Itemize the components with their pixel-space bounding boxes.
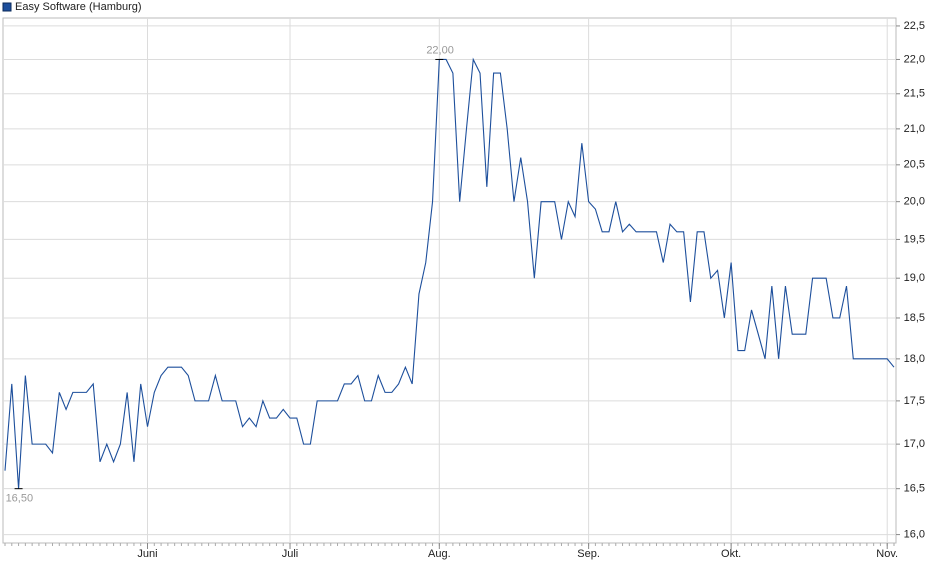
y-tick-label: 20,0 — [904, 196, 925, 208]
x-tick-label: Nov. — [876, 548, 898, 560]
legend-swatch — [2, 2, 12, 12]
extreme-label: 16,50 — [6, 493, 34, 505]
y-tick-label: 19,0 — [904, 272, 925, 284]
x-tick-label: Sep. — [577, 548, 600, 560]
price-line — [4, 57, 895, 489]
x-tick-label: Juni — [137, 548, 157, 560]
y-tick-label: 16,0 — [904, 528, 925, 540]
x-tick-label: Okt. — [721, 548, 741, 560]
y-tick-label: 16,5 — [904, 483, 925, 495]
legend-label: Easy Software (Hamburg) — [15, 1, 142, 13]
y-tick-label: 17,5 — [904, 395, 925, 407]
x-tick-label: Juli — [282, 548, 299, 560]
y-tick-label: 17,0 — [904, 438, 925, 450]
y-tick-label: 21,0 — [904, 123, 925, 135]
y-tick-label: 18,5 — [904, 312, 925, 324]
plot-area — [2, 17, 897, 544]
x-tick-label: Aug. — [428, 548, 451, 560]
y-tick-label: 19,5 — [904, 233, 925, 245]
extreme-label: 22,00 — [426, 44, 454, 56]
y-tick-label: 21,5 — [904, 88, 925, 100]
y-tick-label: 20,5 — [904, 159, 925, 171]
y-tick-label: 18,0 — [904, 353, 925, 365]
y-tick-label: 22,5 — [904, 20, 925, 32]
y-tick-label: 22,0 — [904, 53, 925, 65]
